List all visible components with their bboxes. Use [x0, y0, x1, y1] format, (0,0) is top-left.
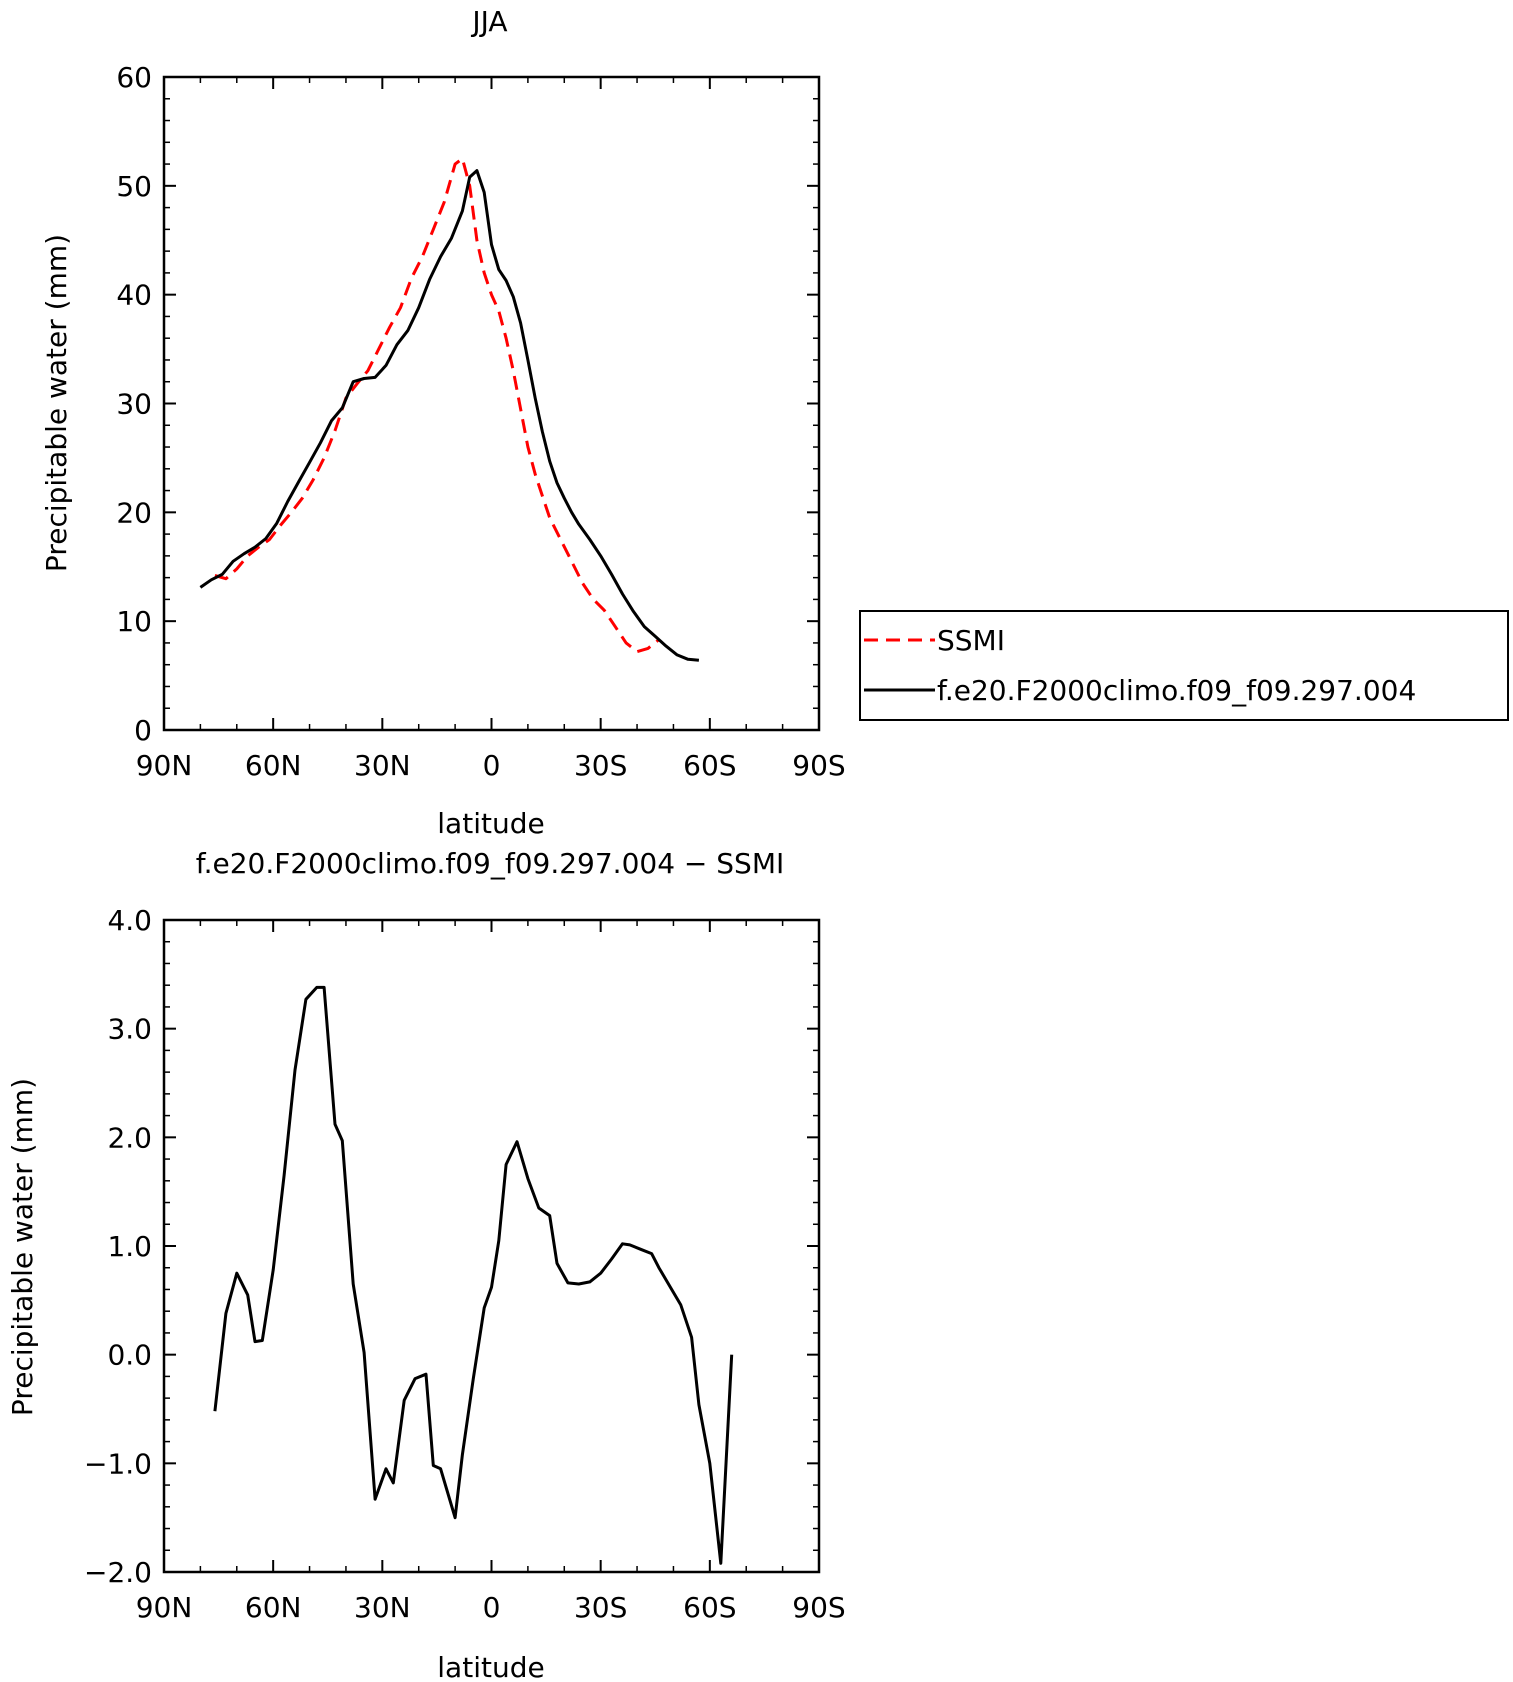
top-x-tick-label: 90N [136, 749, 193, 782]
top-y-tick-label: 40 [116, 279, 152, 312]
legend-box [859, 610, 1509, 721]
bottom-x-tick-label: 0 [483, 1591, 501, 1624]
bottom-y-tick-label: 1.0 [107, 1230, 152, 1263]
legend: SSMI f.e20.F2000climo.f09_f09.297.004 [859, 610, 1509, 721]
top-series-line-f-e20-f2000climo-f09-f09-297-004 [199, 169, 700, 662]
top-y-tick-label: 30 [116, 388, 152, 421]
bottom-x-tick-label: 30S [574, 1591, 627, 1624]
bottom-series-line-0 [213, 985, 734, 1565]
top-chart: JJA 90N 60N 30N 0 30S 60S 90S 0 10 20 30 40 50 60 lat… [40, 5, 846, 840]
bottom-y-axis-label: Precipitable water (mm) [6, 1078, 39, 1416]
top-chart-title: JJA [470, 5, 507, 38]
top-x-tick-label: 90S [792, 749, 845, 782]
top-series-group [199, 157, 700, 662]
bottom-series-group [213, 985, 734, 1565]
top-y-tick-label: 50 [116, 170, 152, 203]
bottom-x-tick-label: 30N [354, 1591, 411, 1624]
bottom-axis-ticks: 90N 60N 30N 0 30S 60S 90S −2.0 −1.0 0.0 1.0 2.0 3.0 4… [84, 904, 846, 1624]
top-x-tick-label: 60N [245, 749, 302, 782]
top-y-tick-label: 20 [116, 496, 152, 529]
bottom-chart: f.e20.F2000climo.f09_f09.297.004 − SSMI … [6, 847, 846, 1682]
top-x-tick-label: 60S [683, 749, 736, 782]
bottom-x-tick-label: 60N [245, 1591, 302, 1624]
bottom-y-tick-label: 2.0 [107, 1121, 152, 1154]
bottom-x-tick-label: 90S [792, 1591, 845, 1624]
bottom-y-tick-label: 3.0 [107, 1013, 152, 1046]
bottom-y-tick-label: −1.0 [84, 1447, 152, 1480]
top-series-line-ssmi [214, 157, 660, 654]
top-x-tick-label: 30N [354, 749, 411, 782]
bottom-y-tick-label: −2.0 [84, 1556, 152, 1589]
top-axis-ticks: 90N 60N 30N 0 30S 60S 90S 0 10 20 30 40 50 60 [116, 61, 845, 782]
bottom-x-tick-label: 90N [136, 1591, 193, 1624]
legend-ssmi-label: SSMI [937, 624, 1005, 657]
top-y-axis-label: Precipitable water (mm) [40, 234, 73, 572]
bottom-chart-title: f.e20.F2000climo.f09_f09.297.004 − SSMI [196, 847, 785, 880]
top-y-tick-label: 0 [134, 714, 152, 747]
bottom-y-tick-label: 0.0 [107, 1339, 152, 1372]
top-y-tick-label: 60 [116, 61, 152, 94]
top-plot-frame [162, 75, 821, 732]
legend-model-label: f.e20.F2000climo.f09_f09.297.004 [937, 674, 1416, 707]
top-x-axis-label: latitude [437, 807, 544, 840]
bottom-plot-frame [162, 918, 821, 1574]
bottom-y-tick-label: 4.0 [107, 904, 152, 937]
top-x-tick-label: 30S [574, 749, 627, 782]
bottom-x-axis-label: latitude [437, 1651, 544, 1682]
top-x-tick-label: 0 [483, 749, 501, 782]
bottom-x-tick-label: 60S [683, 1591, 736, 1624]
top-y-tick-label: 10 [116, 605, 152, 638]
